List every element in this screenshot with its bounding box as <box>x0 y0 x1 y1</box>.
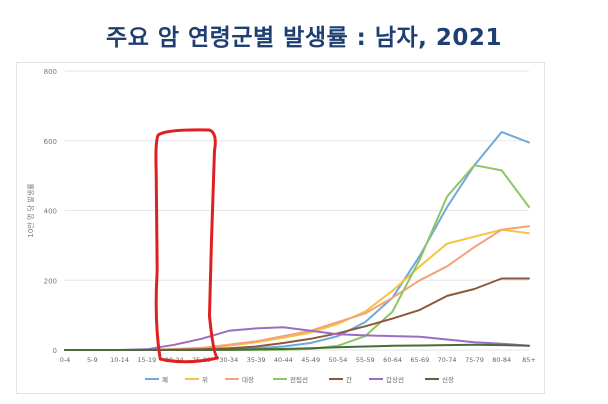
line-chart: 0 200 400 600 800 10만 명 당 발생률 0-4 5-9 10-14 15-19… <box>26 68 536 384</box>
y-axis-label: 10만 명 당 발생률 <box>26 183 35 238</box>
series-line <box>64 326 530 351</box>
x-tick-label: 50-54 <box>328 356 347 364</box>
legend-label: 위 <box>202 376 208 384</box>
legend-label: 대장 <box>242 375 254 384</box>
chart-title: 주요 암 연령군별 발생률 : 남자, 2021 <box>106 25 502 51</box>
y-tick-label: 600 <box>44 138 57 146</box>
series-line <box>64 343 530 351</box>
y-tick-label: 800 <box>44 68 57 76</box>
x-tick-label: 65-69 <box>410 356 429 364</box>
legend-label: 폐 <box>162 375 168 384</box>
legend-label: 신장 <box>442 375 454 384</box>
x-tick-label: 85+ <box>522 356 536 364</box>
y-tick-label: 400 <box>44 208 57 216</box>
x-tick-label: 55-59 <box>356 356 375 364</box>
legend-label: 간 <box>346 375 352 384</box>
x-tick-label: 5-9 <box>87 356 98 364</box>
x-tick-label: 70-74 <box>438 356 457 364</box>
chart-container: 0 200 400 600 800 10만 명 당 발생률 0-4 5-9 10-14 15-19… <box>16 62 545 394</box>
x-tick-label: 35-39 <box>247 356 266 364</box>
x-tick-label: 75-79 <box>465 356 484 364</box>
series-line <box>64 225 530 351</box>
series-line <box>64 228 530 351</box>
x-tick-label: 0-4 <box>60 356 71 364</box>
legend-label: 전립선 <box>290 375 308 384</box>
y-tick-label: 200 <box>44 277 57 285</box>
legend-label: 갑상선 <box>386 375 404 384</box>
series-line <box>64 277 530 351</box>
x-tick-label: 45-49 <box>301 356 320 364</box>
x-tick-label: 30-34 <box>219 356 238 364</box>
annotation-box <box>154 128 219 364</box>
x-tick-label: 40-44 <box>274 356 293 364</box>
x-tick-label: 60-64 <box>383 356 402 364</box>
x-tick-label: 80-84 <box>492 356 511 364</box>
y-tick-label: 0 <box>53 347 57 355</box>
x-tick-label: 15-19 <box>137 356 156 364</box>
x-tick-label: 10-14 <box>110 356 129 364</box>
